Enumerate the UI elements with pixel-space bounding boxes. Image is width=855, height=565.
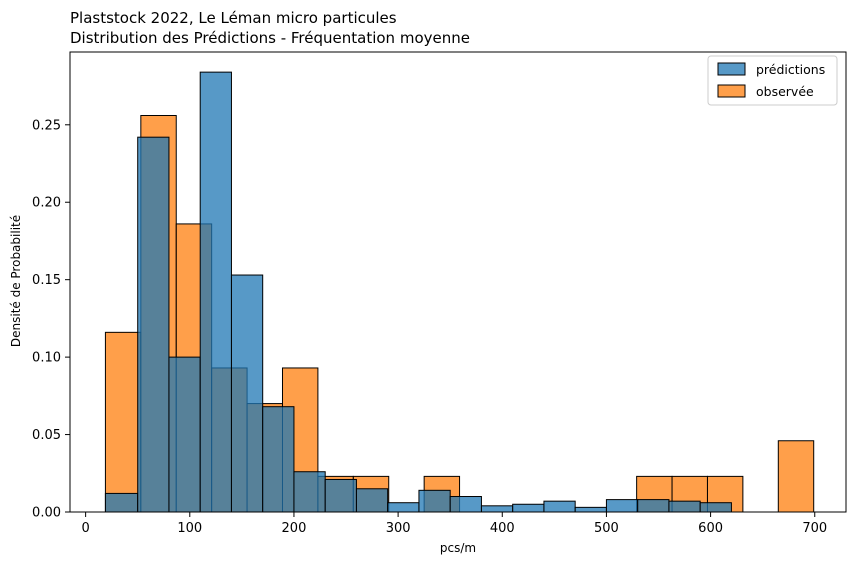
series-predictions-bars <box>104 71 732 513</box>
x-tick-label: 200 <box>282 521 307 536</box>
legend: prédictions observée <box>707 55 838 106</box>
x-tick-label: 100 <box>177 521 202 536</box>
bar-observed <box>777 440 815 513</box>
y-tick-label: 0.15 <box>32 273 61 288</box>
bar-predictions <box>512 503 545 513</box>
legend-swatch-predictions <box>717 62 746 76</box>
x-axis-label: pcs/m <box>440 541 476 555</box>
bar-predictions <box>104 492 139 513</box>
bar-predictions <box>387 502 420 513</box>
x-tick-label: 500 <box>594 521 619 536</box>
bar-predictions <box>605 499 639 513</box>
bar-predictions <box>699 502 732 513</box>
x-tick-label: 600 <box>698 521 723 536</box>
y-tick-label: 0.00 <box>32 506 61 521</box>
bar-predictions <box>574 506 607 513</box>
bar-predictions <box>293 471 326 513</box>
legend-label-observed: observée <box>756 84 814 99</box>
bar-predictions <box>449 496 482 513</box>
bar-predictions <box>668 500 701 513</box>
legend-label-predictions: prédictions <box>756 62 825 77</box>
x-tick-label: 700 <box>802 521 827 536</box>
bar-predictions <box>262 406 295 513</box>
bar-predictions <box>355 488 389 513</box>
x-tick-label: 400 <box>490 521 515 536</box>
bar-predictions <box>480 505 514 513</box>
bar-observed <box>104 331 142 513</box>
y-tick-label: 0.20 <box>32 196 61 211</box>
bar-predictions <box>543 500 576 513</box>
legend-swatch-observed <box>717 84 746 98</box>
y-axis: 0.00 0.05 0.10 0.15 0.20 0.25 <box>32 118 70 521</box>
y-tick-label: 0.05 <box>32 428 61 443</box>
bar-predictions <box>230 274 264 513</box>
x-tick-label: 0 <box>81 521 89 536</box>
x-tick-label: 300 <box>386 521 411 536</box>
chart-title-line2: Distribution des Prédictions - Fréquenta… <box>70 29 470 47</box>
bar-predictions <box>637 499 670 513</box>
bar-predictions <box>199 71 232 513</box>
bar-predictions <box>324 478 357 513</box>
y-tick-label: 0.25 <box>32 118 61 133</box>
bar-predictions <box>137 136 170 513</box>
y-tick-label: 0.10 <box>32 351 61 366</box>
plot-frame <box>69 51 847 513</box>
bar-predictions <box>418 489 451 513</box>
plot-area <box>104 71 815 513</box>
bar-predictions <box>168 356 201 513</box>
y-axis-label: Densité de Probabilité <box>9 215 23 347</box>
x-axis: 0 100 200 300 400 500 600 700 <box>81 512 827 536</box>
chart-title-line1: Plaststock 2022, Le Léman micro particul… <box>70 9 397 27</box>
